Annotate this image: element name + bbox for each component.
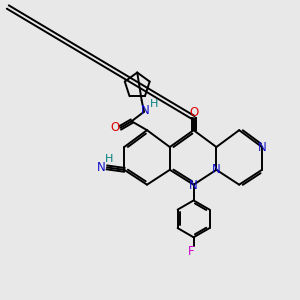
Text: H: H xyxy=(105,154,114,164)
Text: O: O xyxy=(110,121,120,134)
Text: O: O xyxy=(189,106,198,119)
Text: H: H xyxy=(149,99,158,109)
Text: N: N xyxy=(97,161,106,174)
Text: N: N xyxy=(258,140,267,154)
Text: F: F xyxy=(188,245,194,258)
Text: N: N xyxy=(212,163,221,176)
Text: N: N xyxy=(189,179,198,192)
Text: N: N xyxy=(141,104,150,117)
